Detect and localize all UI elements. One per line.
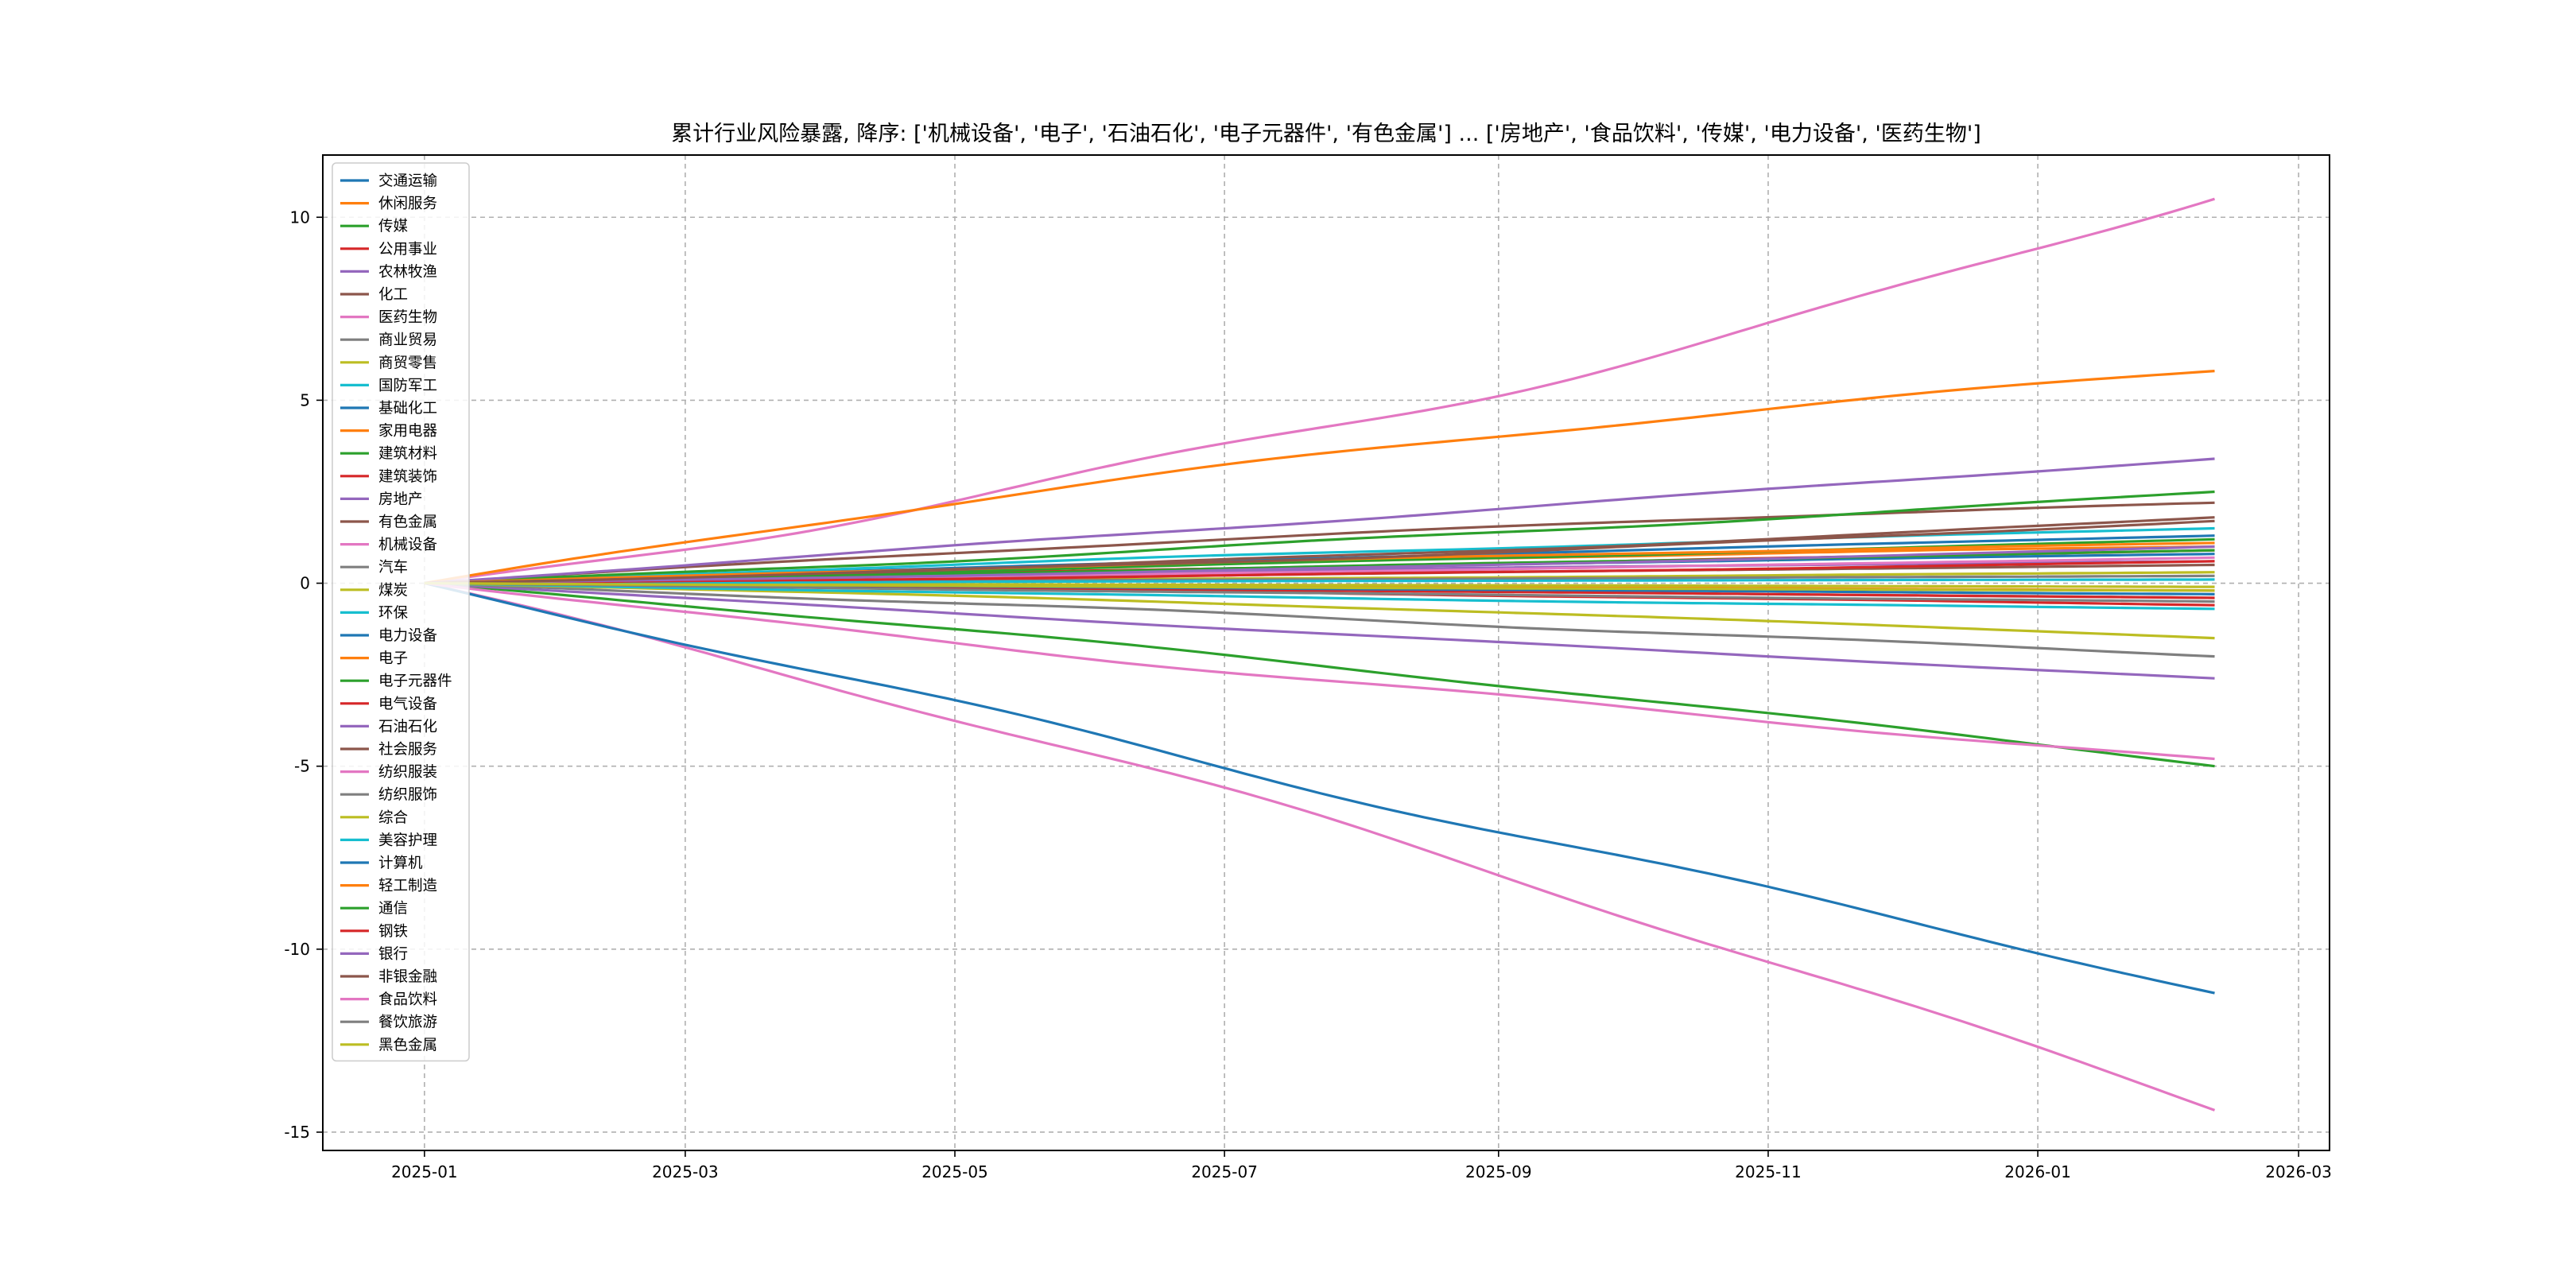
legend-label: 餐饮旅游 (378, 1014, 437, 1031)
legend-label: 房地产 (378, 491, 423, 508)
legend-label: 国防军工 (378, 378, 437, 394)
series-line (424, 370, 2215, 585)
series-line (424, 581, 2215, 761)
legend-label: 电力设备 (378, 628, 437, 645)
plot-frame (322, 154, 2330, 1151)
series-line (424, 490, 2215, 585)
legend-label: 基础化工 (378, 401, 437, 417)
legend-label: 机械设备 (378, 537, 437, 553)
series-line (424, 581, 2215, 592)
legend-label: 美容护理 (378, 832, 437, 849)
y-tick-label: -5 (294, 757, 310, 776)
legend-label: 农林牧渔 (378, 264, 437, 281)
x-tick-label: 2025-03 (652, 1162, 719, 1181)
legend-label: 纺织服饰 (378, 787, 437, 804)
legend-label: 食品饮料 (378, 991, 437, 1008)
legend-label: 电子元器件 (378, 673, 452, 690)
series-line (424, 581, 2215, 611)
legend-label: 非银金融 (378, 969, 437, 986)
legend-label: 通信 (378, 901, 408, 918)
x-tick-label: 2026-01 (2004, 1162, 2071, 1181)
legend-label: 传媒 (378, 219, 408, 235)
y-tick-label: 0 (300, 574, 310, 593)
legend-label: 钢铁 (378, 923, 408, 940)
legend-label: 煤炭 (378, 582, 408, 599)
x-tick-label: 2025-05 (921, 1162, 988, 1181)
legend-label: 商业贸易 (378, 332, 437, 349)
legend-label: 石油石化 (378, 719, 437, 735)
x-tick-label: 2025-11 (1735, 1162, 1802, 1181)
legend-label: 公用事业 (378, 241, 437, 258)
y-tick-label: 5 (300, 390, 310, 409)
legend-label: 纺织服装 (378, 764, 437, 781)
axes: 2025-01 2025-03 2025-05 2025-07 2025-09 2025-… (284, 208, 2332, 1181)
series-line (424, 581, 2215, 603)
chart-title: 累计行业风险暴露, 降序: ['机械设备', '电子', '石油石化', '电子… (671, 122, 1981, 146)
legend-label: 建筑材料 (378, 446, 437, 463)
series-line (424, 581, 2215, 658)
legend-box (332, 162, 470, 1062)
legend-label: 综合 (378, 809, 408, 826)
x-tick-label: 2025-01 (391, 1162, 458, 1181)
legend-label: 银行 (378, 946, 408, 963)
legend-label: 建筑装饰 (378, 468, 437, 485)
legend-label: 黑色金属 (378, 1037, 437, 1053)
x-tick-label: 2025-09 (1465, 1162, 1532, 1181)
series-line (424, 545, 2215, 585)
legend-label: 休闲服务 (378, 196, 437, 212)
legend: 交通运输休闲服务传媒公用事业农林牧渔化工医药生物商业贸易商贸零售国防军工基础化工… (332, 162, 470, 1062)
legend-label: 社会服务 (378, 742, 437, 758)
legend-label: 医药生物 (378, 309, 437, 326)
legend-label: 化工 (378, 287, 408, 304)
series-lines (424, 197, 2216, 1111)
series-line (424, 519, 2215, 585)
y-tick-label: -15 (284, 1123, 310, 1142)
series-line (424, 501, 2215, 585)
legend-label: 电气设备 (378, 696, 437, 712)
y-tick-label: 10 (290, 208, 310, 227)
series-line (424, 581, 2215, 995)
legend-label: 计算机 (378, 855, 423, 872)
series-line (424, 581, 2215, 640)
series-line (424, 457, 2215, 585)
series-line (424, 578, 2215, 585)
legend-label: 有色金属 (378, 514, 437, 531)
series-line (424, 560, 2215, 585)
x-tick-label: 2026-03 (2265, 1162, 2332, 1181)
legend-label: 家用电器 (378, 423, 437, 440)
series-line (424, 197, 2215, 585)
legend-label: 汽车 (378, 560, 408, 576)
series-line (424, 581, 2216, 1111)
series-line (424, 581, 2215, 768)
y-tick-label: -10 (284, 940, 310, 959)
x-tick-label: 2025-07 (1191, 1162, 1258, 1181)
legend-label: 环保 (378, 605, 409, 622)
series-line (424, 581, 2215, 680)
legend-label: 交通运输 (378, 173, 437, 190)
legend-label: 电子 (378, 650, 408, 667)
legend-label: 商贸零售 (378, 355, 437, 371)
legend-label: 轻工制造 (378, 878, 437, 894)
